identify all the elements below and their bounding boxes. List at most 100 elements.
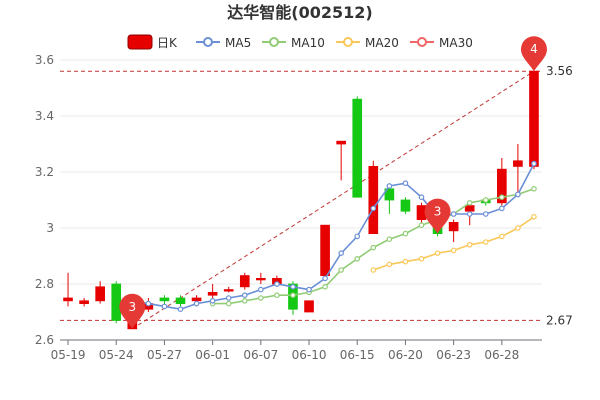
marker-pin: 3 xyxy=(424,198,451,234)
candle-body xyxy=(207,291,218,296)
ma5-point xyxy=(418,194,425,201)
ma20-point xyxy=(466,242,473,248)
candle xyxy=(95,281,105,304)
candle xyxy=(79,298,89,307)
candle-body xyxy=(320,224,330,276)
ma20-point xyxy=(450,247,457,254)
ma5-point xyxy=(177,306,184,313)
ma10-point xyxy=(370,244,377,251)
legend-ma30-label: MA30 xyxy=(439,36,473,50)
candle-body xyxy=(384,188,395,201)
ma10-point xyxy=(418,222,425,229)
legend-item-ma20[interactable]: MA20 xyxy=(336,36,399,50)
legend-ma30-symbol xyxy=(417,37,427,47)
x-tick-label: 06-10 xyxy=(292,348,327,362)
candle-body xyxy=(464,205,475,212)
marker-shape xyxy=(520,36,547,72)
candle xyxy=(448,219,459,242)
ma5-point xyxy=(466,211,473,217)
y-tick-label: 3.4 xyxy=(35,109,54,123)
candle-body xyxy=(79,300,89,304)
legend: 日K MA5 MA10 MA20 MA30 xyxy=(127,34,473,50)
candle xyxy=(529,70,539,170)
candle xyxy=(256,272,266,284)
legend-k-label: 日K xyxy=(157,36,178,50)
ma5-point xyxy=(531,160,537,167)
candle-body xyxy=(111,283,122,321)
ma5-point xyxy=(241,292,248,299)
markers: 3 3 4 xyxy=(119,36,547,329)
ma5-point xyxy=(450,211,457,217)
x-tick-label: 06-07 xyxy=(243,348,278,362)
ma5-point xyxy=(161,303,168,310)
x-tick-label: 06-28 xyxy=(484,348,519,362)
ma10-point xyxy=(402,230,409,237)
ma10-point xyxy=(338,267,344,273)
ma5-point xyxy=(209,297,216,304)
ma20-point xyxy=(418,255,425,262)
ma20-point xyxy=(531,214,537,220)
candle-body xyxy=(416,205,427,221)
ma5-point xyxy=(354,233,361,240)
y-tick-label: 3 xyxy=(46,221,54,235)
candle-body xyxy=(513,160,523,167)
legend-item-ma30[interactable]: MA30 xyxy=(410,36,473,50)
candle-body xyxy=(239,275,250,288)
ma5-point xyxy=(338,250,344,257)
ma10-point xyxy=(499,194,505,201)
ma20-point xyxy=(482,239,489,245)
candle xyxy=(320,224,330,279)
candle xyxy=(223,286,234,293)
ma20-point xyxy=(515,225,521,231)
marker-shape xyxy=(119,293,146,329)
chart-title: 达华智能(002512) xyxy=(227,3,372,22)
candle-body xyxy=(497,168,507,204)
legend-ma5-symbol xyxy=(203,37,213,47)
legend-k-swatch xyxy=(127,34,153,50)
marker-pin: 4 xyxy=(520,36,547,72)
candle xyxy=(304,300,314,313)
x-axis: 05-19 05-24 05-27 06-01 06-07 06-10 06-15 06-20… xyxy=(51,339,542,362)
ma10-point xyxy=(241,297,248,304)
max-price-label: 3.56 xyxy=(546,64,573,78)
candle xyxy=(513,144,523,192)
candle-body xyxy=(336,140,346,145)
ma20-point xyxy=(434,250,441,257)
moving-averages xyxy=(129,160,537,313)
ma5-point xyxy=(145,300,152,307)
marker-pin: 3 xyxy=(119,293,146,329)
candle-body xyxy=(304,300,314,313)
ma10-point xyxy=(354,255,361,262)
ma5-point xyxy=(274,281,280,287)
candle-body xyxy=(223,289,234,292)
candle xyxy=(207,284,218,298)
reference-lines: 3.56 2.67 xyxy=(60,64,573,330)
ma5-line xyxy=(132,163,535,311)
y-tick-label: 2.8 xyxy=(35,277,54,291)
ma20-point xyxy=(386,261,393,268)
legend-item-k[interactable]: 日K xyxy=(127,34,178,50)
ma5-point xyxy=(370,205,377,212)
legend-item-ma10[interactable]: MA10 xyxy=(262,36,325,50)
y-tick-label: 3.2 xyxy=(35,165,54,179)
marker-label: 3 xyxy=(128,300,136,314)
candle xyxy=(63,272,73,307)
candle-body xyxy=(159,297,170,302)
legend-item-ma5[interactable]: MA5 xyxy=(196,36,251,50)
candle-body xyxy=(63,297,73,302)
ma5-point xyxy=(499,205,505,212)
ma5-point xyxy=(193,300,200,307)
candle xyxy=(336,140,346,181)
ma20-point xyxy=(370,267,377,273)
ma5-point xyxy=(402,180,409,187)
candle xyxy=(175,295,186,307)
candles xyxy=(63,70,539,330)
ma10-point xyxy=(225,300,232,307)
x-tick-label: 06-23 xyxy=(436,348,471,362)
x-tick-label: 05-27 xyxy=(147,348,182,362)
ma10 xyxy=(209,186,537,307)
y-axis: 2.6 2.8 3 3.2 3.4 3.6 xyxy=(35,53,54,347)
candle-body xyxy=(256,277,266,281)
x-tick-label: 06-01 xyxy=(195,348,230,362)
